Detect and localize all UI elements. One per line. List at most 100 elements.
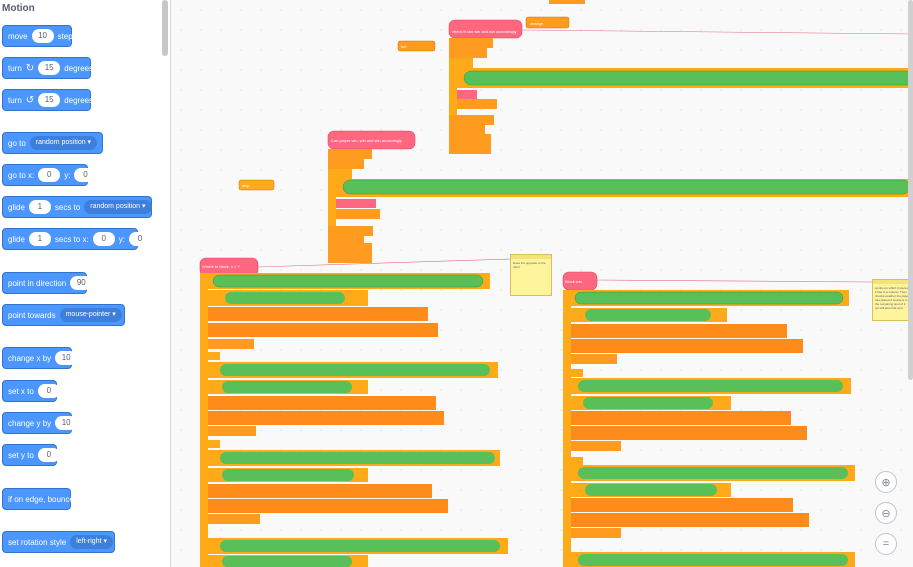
rotation-style-dropdown[interactable]: left-right (70, 535, 114, 549)
condition-block[interactable] (585, 484, 717, 496)
zoom-out-button[interactable]: ⊖ (875, 502, 897, 524)
condition-block[interactable] (220, 540, 500, 552)
call-block[interactable] (336, 199, 376, 208)
change-y-input[interactable]: 10 (55, 416, 78, 430)
change-block[interactable] (449, 115, 494, 125)
script-check-win[interactable]: check if can win and win accordingly (448, 19, 913, 154)
set-block[interactable] (449, 144, 491, 154)
glide-y-input[interactable]: 0 (128, 232, 151, 246)
set-block[interactable] (449, 38, 493, 48)
palette-scrollbar[interactable] (162, 0, 168, 56)
replace-item-block[interactable] (571, 513, 809, 527)
change-variable-block[interactable] (525, 16, 570, 29)
change-x-block[interactable]: change x by 10 (2, 347, 78, 369)
change-block[interactable] (208, 339, 254, 349)
change-block[interactable] (208, 426, 256, 436)
replace-item-block[interactable] (208, 323, 438, 337)
set-block[interactable] (328, 253, 372, 263)
glide-secs-input[interactable]: 1 (28, 200, 51, 214)
set-block[interactable] (328, 159, 364, 169)
script-block-win[interactable]: Block win (562, 271, 855, 567)
glide-xy-secs-input[interactable]: 1 (28, 232, 51, 246)
condition-block[interactable] (583, 397, 713, 409)
comment-note[interactable]: works out which 3 pieces it has in a col… (872, 279, 913, 321)
direction-input[interactable]: 90 (70, 276, 93, 290)
script-can-player-win[interactable]: Can player win, win and win accordingly (327, 130, 913, 263)
go-to-y-input[interactable]: 0 (74, 168, 97, 182)
set-block[interactable] (457, 99, 497, 109)
set-x-block[interactable]: set x to 0 (2, 380, 60, 402)
loose-block[interactable] (549, 0, 585, 4)
condition-block[interactable] (222, 556, 352, 567)
condition-block[interactable] (222, 469, 354, 481)
rotation-style-block[interactable]: set rotation style left-right (2, 531, 115, 553)
turn-right-input[interactable]: 15 (38, 61, 61, 75)
set-block[interactable] (328, 236, 364, 246)
workspace-scrollbar[interactable] (908, 0, 913, 380)
point-towards-dropdown[interactable]: mouse-pointer (59, 308, 122, 322)
condition-block[interactable] (585, 309, 711, 321)
set-y-input[interactable]: 0 (37, 448, 60, 462)
condition-block[interactable] (220, 452, 495, 464)
change-block[interactable] (571, 528, 621, 538)
comment-note-header[interactable] (873, 280, 912, 284)
change-block[interactable] (571, 354, 617, 364)
change-y-block[interactable]: change y by 10 (2, 412, 78, 434)
replace-item-block[interactable] (571, 426, 807, 440)
replace-item-block[interactable] (571, 498, 793, 512)
set-block[interactable] (449, 134, 491, 144)
script-where-to-block[interactable]: Where to block, x = ? (199, 257, 508, 567)
set-block[interactable] (449, 125, 485, 135)
call-block[interactable] (457, 90, 477, 99)
set-variable-block[interactable] (397, 40, 436, 52)
replace-item-block[interactable] (208, 307, 428, 321)
change-block[interactable] (571, 441, 621, 451)
condition-block[interactable] (212, 274, 484, 288)
go-to-xy-block[interactable]: go to x: 0 y: 0 (2, 164, 97, 186)
glide-xy-block[interactable]: glide 1 secs to x: 0 y: 0 (2, 228, 151, 250)
glide-x-input[interactable]: 0 (92, 232, 115, 246)
set-block[interactable] (328, 149, 372, 159)
change-block[interactable] (328, 226, 373, 236)
condition-block[interactable] (225, 292, 345, 304)
go-to-block[interactable]: go to random position (2, 132, 103, 154)
zoom-in-button[interactable]: ⊕ (875, 471, 897, 493)
replace-item-block[interactable] (571, 411, 791, 425)
condition-block[interactable] (578, 554, 848, 566)
change-block[interactable] (208, 514, 260, 524)
condition-block[interactable] (463, 70, 913, 86)
turn-left-block[interactable]: turn ↺ 15 degrees (2, 89, 93, 111)
scripts-canvas[interactable]: change set stop check if can win and win… (171, 0, 913, 567)
comment-note[interactable]: Does the opposite to the other (510, 254, 552, 296)
replace-item-block[interactable] (208, 499, 448, 513)
condition-block[interactable] (574, 291, 844, 305)
condition-block[interactable] (578, 467, 848, 479)
set-block[interactable] (449, 48, 487, 58)
change-x-input[interactable]: 10 (55, 351, 78, 365)
set-block[interactable] (336, 209, 380, 219)
condition-block[interactable] (578, 380, 843, 392)
zoom-reset-button[interactable]: = (875, 533, 897, 555)
replace-item-block[interactable] (208, 411, 444, 425)
replace-item-block[interactable] (208, 484, 432, 498)
repeat-block[interactable] (449, 58, 473, 68)
glide-target-dropdown[interactable]: random position (84, 200, 152, 214)
set-y-block[interactable]: set y to 0 (2, 444, 60, 466)
condition-block[interactable] (222, 381, 352, 393)
set-x-input[interactable]: 0 (37, 384, 60, 398)
go-to-x-input[interactable]: 0 (38, 168, 61, 182)
replace-item-block[interactable] (571, 324, 787, 338)
glide-to-block[interactable]: glide 1 secs to random position (2, 196, 152, 218)
turn-left-input[interactable]: 15 (38, 93, 61, 107)
comment-note-header[interactable] (511, 255, 551, 259)
replace-item-block[interactable] (208, 396, 436, 410)
condition-block[interactable] (220, 364, 490, 376)
set-block[interactable] (328, 243, 372, 253)
move-steps-block[interactable]: move 10 steps (2, 25, 77, 47)
replace-item-block[interactable] (571, 339, 803, 353)
go-to-dropdown[interactable]: random position (29, 136, 98, 150)
condition-block[interactable] (342, 179, 911, 195)
turn-right-block[interactable]: turn ↻ 15 degrees (2, 57, 93, 79)
bounce-block[interactable]: if on edge, bounce (2, 488, 74, 510)
stop-block[interactable] (238, 179, 275, 191)
